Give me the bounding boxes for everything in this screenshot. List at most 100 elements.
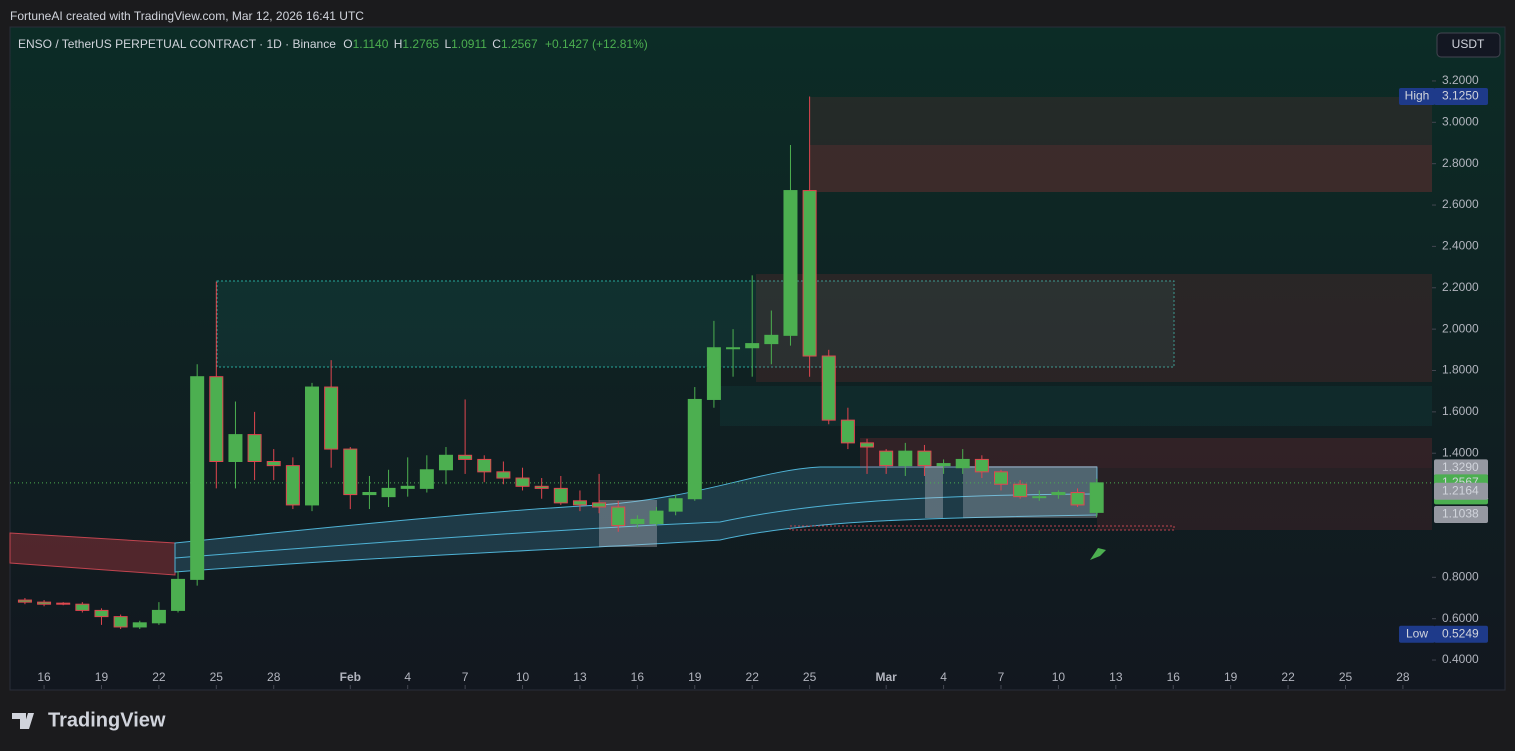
band-red (9, 532, 176, 576)
candle-body (515, 477, 530, 487)
x-tick-label: 4 (940, 670, 947, 684)
l-value: 1.0911 (451, 37, 487, 51)
y-tick-label: 2.6000 (1442, 197, 1479, 211)
candle-body (993, 471, 1008, 485)
y-tick-label: 3.0000 (1442, 114, 1479, 128)
x-tick-label: 22 (1281, 670, 1295, 684)
x-tick-label: 16 (631, 670, 645, 684)
y-tick-label: 1.8000 (1442, 363, 1479, 377)
candle-body (840, 419, 855, 444)
price-tag-label: 3.1250 (1442, 89, 1479, 103)
candle-body (171, 578, 186, 611)
candle-body (132, 622, 147, 628)
price-tag-label: 0.5249 (1442, 626, 1479, 640)
gray-box (963, 466, 1097, 518)
candle-body (783, 190, 798, 336)
candle-body (419, 469, 434, 489)
candle-body (247, 434, 262, 462)
candle-body (879, 450, 894, 467)
x-tick-label: 16 (1167, 670, 1181, 684)
candle-body (362, 492, 377, 496)
y-tick-label: 0.6000 (1442, 611, 1479, 625)
candle-body (706, 347, 721, 400)
candle-body (649, 510, 664, 525)
zone-red-mid (756, 274, 1432, 382)
price-tag (1434, 459, 1488, 477)
x-tick-label: 10 (1052, 670, 1066, 684)
price-tag-name-box (1399, 625, 1435, 643)
x-tick-label: 13 (1109, 670, 1123, 684)
chart-panel (9, 26, 1506, 691)
candle-body (17, 599, 32, 603)
candle-body (113, 616, 128, 628)
candle-body (37, 601, 52, 605)
y-tick-label: 2.8000 (1442, 156, 1479, 170)
h-value: 1.2765 (402, 37, 439, 51)
x-tick-label: 22 (152, 670, 166, 684)
candle-body (668, 498, 683, 512)
c-label: C (492, 37, 501, 51)
candle-body (726, 347, 741, 350)
candle-body (917, 450, 932, 467)
candle-body (209, 376, 224, 462)
candle-body (151, 609, 166, 624)
candles (17, 96, 1104, 630)
candle-body (266, 460, 281, 467)
price-tag-name: Low (1406, 626, 1428, 640)
price-tag (1434, 87, 1488, 105)
candle-body (496, 471, 511, 479)
candle-body (572, 500, 587, 506)
candle-body (974, 458, 989, 473)
o-value: 1.1140 (353, 37, 389, 51)
price-tag (1434, 482, 1488, 500)
price-tag (1434, 625, 1488, 643)
x-tick-label: Mar (875, 670, 897, 684)
candle-body (898, 450, 913, 467)
logo: TradingView (12, 709, 166, 731)
zone-red-top (810, 97, 1432, 192)
candle-body (381, 487, 396, 498)
currency-label[interactable]: USDT (1452, 37, 1485, 51)
candle-body (228, 434, 243, 462)
zone-red-low (860, 438, 1432, 468)
price-tag-label: 1.1038 (1442, 507, 1479, 521)
candle-body (821, 355, 836, 421)
candle-body (324, 386, 339, 450)
candle-body (611, 506, 626, 527)
candle-body (1051, 492, 1066, 496)
currency-button[interactable] (1436, 32, 1501, 58)
x-tick-label: 25 (210, 670, 224, 684)
price-tag-label: 1.3290 (1442, 460, 1479, 474)
x-tick-label: 19 (95, 670, 109, 684)
y-tick-label: 2.4000 (1442, 239, 1479, 253)
change: +0.1427 (+12.81%) (545, 37, 648, 51)
zone-green (216, 280, 1175, 368)
x-tick-label: 28 (1396, 670, 1410, 684)
candle-body (305, 386, 320, 506)
y-tick-label: 0.4000 (1442, 652, 1479, 666)
price-tag-label: 1.2164 (1442, 483, 1479, 497)
y-tick-label: 3.2000 (1442, 73, 1479, 87)
x-tick-label: 19 (1224, 670, 1238, 684)
candle-body (285, 465, 300, 506)
candle-body (936, 463, 951, 467)
rocket-icon (1090, 548, 1106, 560)
x-tick-label: 28 (267, 670, 281, 684)
candle-body (477, 458, 492, 473)
candle-body (745, 343, 760, 349)
x-tick-label: 22 (746, 670, 760, 684)
candle-body (400, 485, 415, 489)
credit: FortuneAI created with TradingView.com, … (10, 9, 364, 23)
candle-body (630, 518, 645, 525)
x-tick-label: 25 (1339, 670, 1353, 684)
x-tick-label: 19 (688, 670, 702, 684)
x-tick-label: 16 (37, 670, 51, 684)
candle-body (1070, 492, 1085, 506)
gray-box (925, 466, 943, 518)
legend: ENSO / TetherUS PERPETUAL CONTRACT · 1D … (18, 37, 648, 51)
candle-body (1089, 482, 1104, 513)
zone-teal (720, 386, 1432, 426)
candle-body (1013, 483, 1028, 498)
y-tick-label: 1.4000 (1442, 445, 1479, 459)
